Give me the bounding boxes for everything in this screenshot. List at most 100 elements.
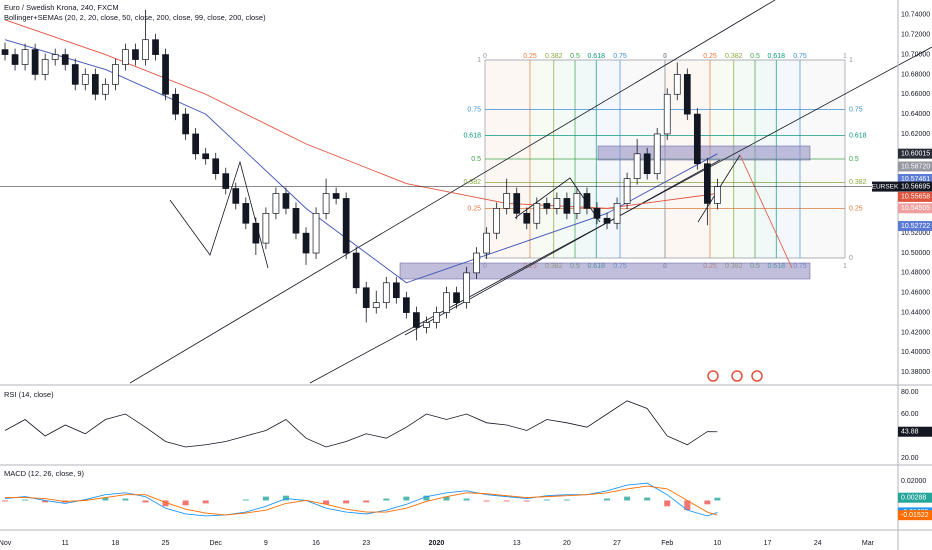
fib-time-label: 0.75	[613, 53, 627, 60]
candle-body	[222, 173, 230, 189]
candle-body	[413, 312, 420, 328]
price-label: 10.54505	[901, 205, 930, 212]
price-label-box	[898, 191, 932, 202]
histogram-bar	[343, 500, 350, 504]
candle-body	[423, 322, 430, 328]
candle-body	[653, 133, 661, 174]
candle-body	[61, 54, 69, 65]
x-tick-label: Feb	[661, 540, 673, 547]
event-icon[interactable]	[751, 370, 763, 382]
y-tick-label: 10.48000	[901, 270, 930, 277]
candle-body	[663, 93, 671, 135]
candle-body	[553, 198, 561, 209]
fib-time-label: 0.25	[523, 53, 537, 60]
x-tick-label: 18	[111, 540, 119, 547]
y-tick-label: 10.66000	[901, 91, 930, 98]
y-tick-label: 10.40000	[901, 349, 930, 356]
price-label-box	[898, 221, 932, 232]
fib-level-label: 0.25	[467, 205, 481, 212]
candle-body	[693, 113, 701, 165]
candle-body	[182, 113, 189, 135]
candle-body	[172, 93, 179, 115]
fib-time-label: 0.618	[587, 53, 605, 60]
y-tick-label: 10.46000	[901, 290, 930, 297]
fib-zone	[575, 60, 597, 258]
histogram-bar	[704, 500, 711, 505]
candle-body	[242, 203, 250, 224]
histogram-bar	[463, 498, 470, 501]
candle-body	[443, 292, 450, 313]
y-tick-label: 0.02000	[901, 478, 926, 485]
candle-body	[31, 49, 39, 75]
x-tick-label: 27	[613, 540, 621, 547]
candle-body	[142, 39, 149, 60]
histogram-bar	[714, 497, 721, 501]
fib-level-label: 1	[477, 57, 481, 64]
y-tick-label: 10.68000	[901, 71, 930, 78]
last-value-box	[898, 510, 932, 521]
fib-time-label: 0.382	[725, 53, 743, 60]
histogram-bar	[483, 500, 490, 502]
fib-level-label: 0.382	[849, 179, 867, 186]
event-icon[interactable]	[731, 370, 743, 382]
rsi-line	[4, 400, 718, 448]
fib-level-label: 0.618	[463, 132, 481, 139]
histogram-bar	[102, 497, 109, 501]
candle-body	[704, 163, 711, 204]
fib-level-label: 0.75	[467, 106, 481, 113]
symbol-box	[872, 181, 898, 192]
candle-body	[41, 59, 49, 75]
candle-body	[613, 203, 621, 224]
event-icon[interactable]	[707, 370, 719, 382]
candle-body	[623, 178, 631, 204]
fib-time-label: 0	[663, 53, 667, 60]
fib-level-label: 0.382	[463, 179, 481, 186]
y-tick-label: 20.00	[901, 455, 919, 462]
candle-body	[292, 208, 300, 234]
price-label-box	[898, 181, 932, 192]
price-label: 10.56695	[901, 183, 930, 190]
candle-body	[332, 193, 340, 199]
histogram-bar	[282, 495, 289, 501]
histogram-bar	[383, 498, 390, 501]
fib-level-label: 0.5	[471, 156, 481, 163]
candle-body	[673, 74, 681, 95]
candle-body	[643, 153, 651, 174]
x-tick-label: 20	[563, 540, 571, 547]
histogram-bar	[563, 499, 570, 501]
fib-level-label: 0.618	[849, 132, 867, 139]
fib-level-label: 0.25	[849, 205, 863, 212]
y-tick-label: 60.00	[901, 411, 919, 418]
candle-body	[392, 282, 400, 299]
histogram-bar	[122, 498, 129, 501]
last-value-label: 43.88	[901, 429, 919, 436]
histogram-bar	[423, 495, 430, 501]
x-tick-label: 10	[713, 540, 721, 547]
price-label: 10.58720	[901, 163, 930, 170]
histogram-bar	[523, 500, 530, 502]
y-tick-label: 10.72000	[901, 32, 930, 39]
candle-body	[513, 193, 521, 214]
fib-level-label: 1	[849, 57, 853, 64]
y-tick-label: 10.62000	[901, 131, 930, 138]
histogram-bar	[503, 500, 510, 502]
symbol-label: EURSEK	[872, 183, 899, 190]
histogram-bar	[363, 500, 370, 503]
candle-body	[282, 193, 290, 209]
histogram-bar	[604, 498, 611, 501]
y-tick-label: 10.74000	[901, 12, 930, 19]
last-value-label: -0.01522	[901, 512, 929, 519]
zone-upper	[597, 145, 811, 161]
candle-body	[593, 208, 601, 219]
x-tick-label: 2020	[429, 540, 445, 547]
histogram-bar	[664, 500, 671, 507]
candle-body	[81, 74, 89, 85]
candle-body	[503, 193, 511, 209]
histogram-bar	[624, 496, 631, 501]
histogram-bar	[443, 496, 450, 501]
last-value-label: 0.00288	[901, 495, 926, 502]
candle-body	[192, 133, 200, 155]
candle-body	[493, 208, 501, 234]
candle-body	[453, 292, 460, 303]
